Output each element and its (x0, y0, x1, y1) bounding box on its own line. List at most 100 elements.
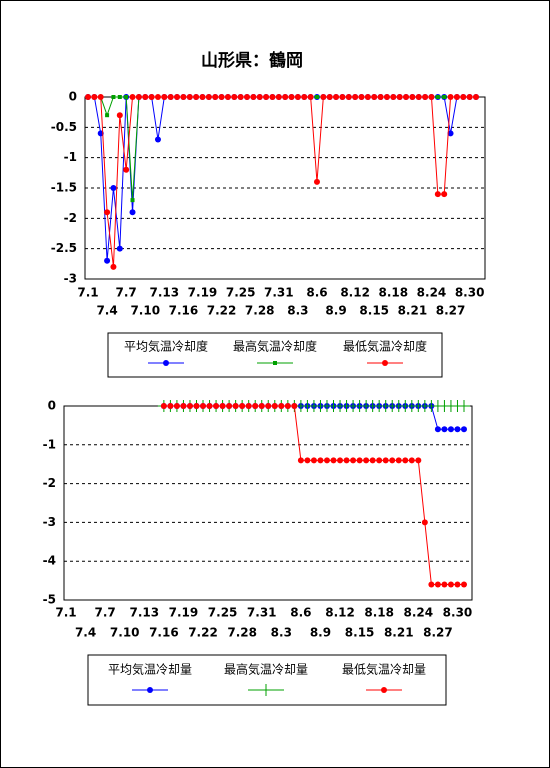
data-point (441, 581, 448, 588)
legend-marker (273, 361, 277, 365)
x-tick-label: 7.16 (169, 304, 199, 318)
data-point (454, 426, 461, 433)
data-point (304, 457, 311, 464)
data-point (460, 94, 467, 100)
x-tick-label: 8.24 (417, 286, 447, 300)
x-tick-label: 7.19 (169, 606, 199, 620)
data-point (167, 403, 174, 409)
data-point (231, 94, 238, 100)
data-point (377, 94, 384, 100)
data-point (232, 403, 239, 409)
data-point (200, 403, 207, 409)
legend-label: 平均気温冷却量 (108, 662, 192, 677)
data-point (224, 94, 231, 100)
y-tick-label: -2 (43, 476, 56, 490)
data-point (435, 95, 440, 99)
data-point (199, 94, 206, 100)
data-point (454, 581, 461, 588)
y-tick-label: 0 (48, 399, 56, 413)
y-tick-label: -0.5 (51, 120, 77, 134)
data-point (154, 136, 161, 143)
x-tick-label: 8.30 (443, 606, 473, 620)
data-point (428, 94, 435, 100)
data-point (415, 94, 422, 100)
data-point (330, 457, 337, 464)
x-tick-label: 8.18 (364, 606, 394, 620)
data-point (403, 94, 410, 100)
data-point (123, 166, 130, 173)
data-point (441, 426, 448, 433)
x-tick-label: 8.15 (359, 304, 389, 318)
x-tick-label: 7.7 (95, 606, 116, 620)
legend-marker (382, 360, 388, 366)
series-line (88, 96, 476, 267)
data-point (363, 457, 370, 464)
data-point (434, 426, 441, 433)
legend-label: 最高気温冷却度 (233, 339, 317, 354)
data-point (350, 457, 357, 464)
data-point (461, 581, 467, 588)
data-point (117, 95, 122, 99)
data-point (453, 94, 460, 100)
data-point (447, 130, 454, 137)
x-tick-label: 7.13 (129, 606, 159, 620)
data-point (97, 94, 104, 100)
data-point (218, 94, 225, 100)
x-tick-label: 7.25 (208, 606, 238, 620)
data-point (275, 94, 282, 100)
data-point (135, 94, 142, 100)
data-point (345, 94, 352, 100)
x-tick-label: 8.6 (290, 606, 311, 620)
x-tick-label: 8.9 (325, 304, 346, 318)
series-line (163, 405, 464, 585)
data-point (104, 257, 111, 264)
data-point (148, 94, 155, 100)
data-point (212, 94, 219, 100)
y-tick-label: -3 (64, 272, 77, 286)
data-point (284, 403, 291, 409)
x-tick-label: 7.16 (149, 626, 179, 640)
legend-box (87, 654, 447, 706)
data-point (111, 95, 116, 99)
data-point (358, 94, 365, 100)
data-point (323, 457, 330, 464)
x-tick-label: 7.1 (55, 606, 76, 620)
data-point (461, 426, 467, 433)
data-point (396, 94, 403, 100)
data-point (317, 457, 324, 464)
data-point (116, 112, 123, 119)
data-point (447, 581, 454, 588)
x-tick-label: 8.6 (306, 286, 327, 300)
x-tick-label: 8.12 (325, 606, 355, 620)
data-point (466, 94, 473, 100)
legend-marker (147, 687, 153, 693)
x-tick-label: 7.4 (96, 304, 117, 318)
data-point (371, 94, 378, 100)
data-point (104, 209, 111, 216)
x-tick-label: 8.9 (310, 626, 331, 640)
x-tick-label: 8.21 (384, 626, 414, 640)
data-point (383, 94, 390, 100)
data-point (213, 403, 220, 409)
y-tick-label: -2.5 (51, 241, 77, 255)
y-tick-label: -1.5 (51, 181, 77, 195)
data-point (124, 95, 129, 99)
data-point (205, 94, 212, 100)
data-point (389, 457, 396, 464)
data-point (110, 263, 117, 270)
data-point (297, 457, 304, 464)
legend-label: 平均気温冷却度 (124, 339, 208, 354)
plot-frame (63, 405, 473, 601)
data-point (85, 94, 91, 100)
data-point (343, 457, 350, 464)
y-tick-label: -2 (64, 211, 77, 225)
data-point (408, 457, 415, 464)
data-point (105, 113, 110, 118)
data-point (339, 94, 346, 100)
x-tick-label: 7.22 (188, 626, 218, 640)
data-point (337, 457, 344, 464)
data-point (278, 403, 285, 409)
data-point (174, 94, 181, 100)
